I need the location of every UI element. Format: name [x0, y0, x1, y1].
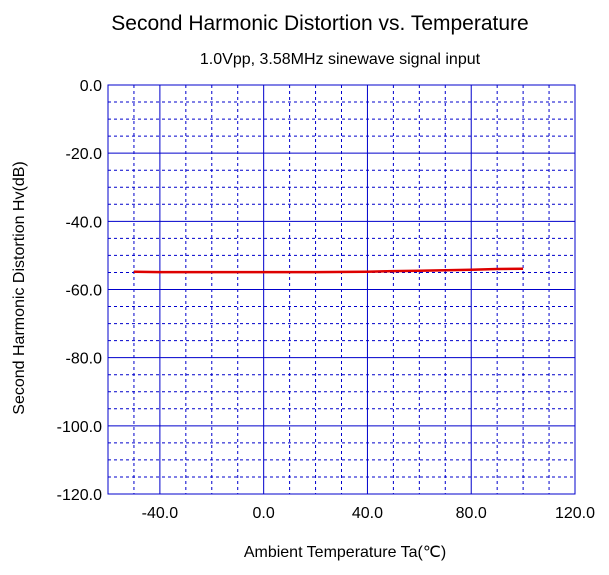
chart-title: Second Harmonic Distortion vs. Temperatu… — [111, 12, 528, 35]
major-grid — [108, 85, 575, 494]
chart-subtitle: 1.0Vpp, 3.58MHz sinewave signal input — [200, 51, 481, 68]
y-tick-label: -100.0 — [57, 419, 102, 436]
y-tick-label: -20.0 — [66, 146, 103, 163]
y-tick-label: -60.0 — [66, 283, 103, 300]
x-tick-label: -40.0 — [142, 505, 179, 522]
x-axis-ticks: -40.0 0.0 40.0 80.0 120.0 — [142, 505, 595, 522]
x-tick-label: 40.0 — [352, 505, 383, 522]
series-line — [133, 267, 524, 274]
y-axis-label: Second Harmonic Distortion Hv(dB) — [11, 161, 28, 414]
y-tick-label: -40.0 — [66, 214, 103, 231]
plot-frame — [107, 84, 576, 495]
y-tick-label: -120.0 — [57, 487, 102, 504]
x-axis-label: Ambient Temperature Ta(℃) — [244, 544, 446, 561]
x-tick-label: 0.0 — [253, 505, 275, 522]
x-tick-label: 80.0 — [456, 505, 487, 522]
series-layer — [133, 267, 524, 274]
y-axis-ticks: 0.0 -20.0 -40.0 -60.0 -80.0 -100.0 -120.0 — [57, 78, 102, 504]
y-tick-label: 0.0 — [80, 78, 102, 95]
y-tick-label: -80.0 — [66, 351, 103, 368]
x-tick-label: 120.0 — [555, 505, 595, 522]
